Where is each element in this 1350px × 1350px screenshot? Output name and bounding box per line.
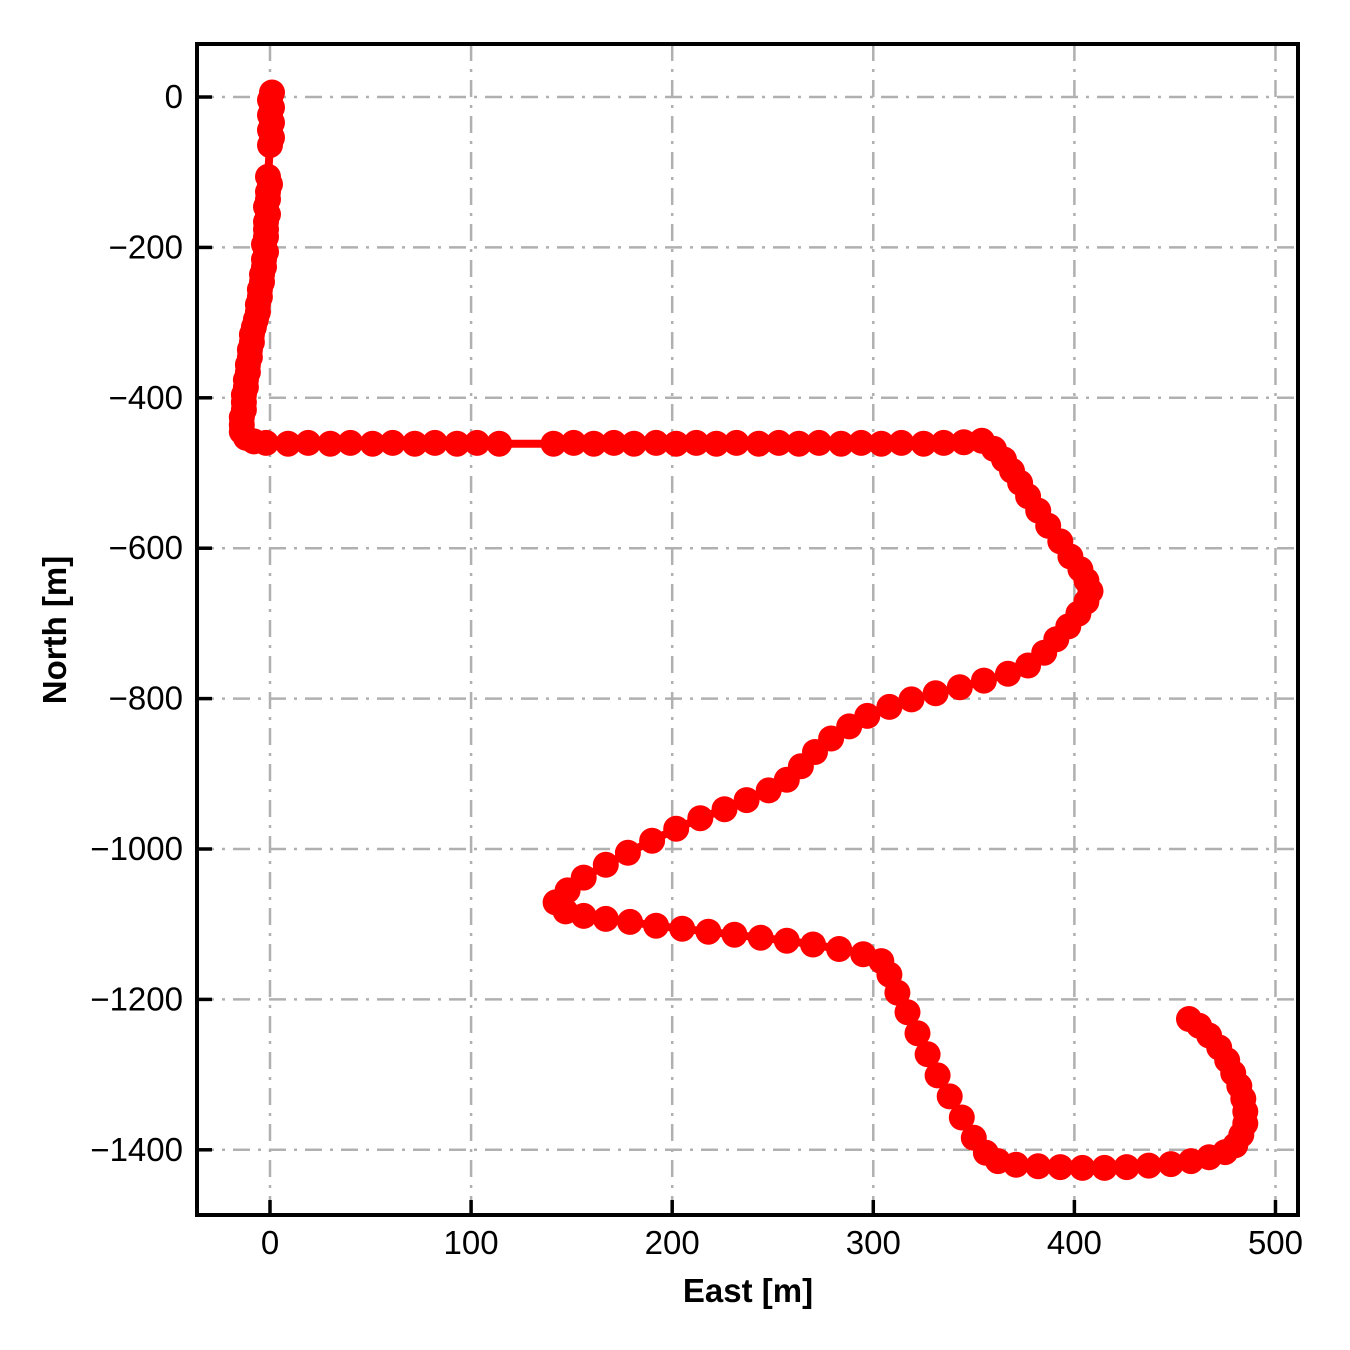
y-tick-label: −1400 <box>90 1131 183 1168</box>
trajectory-point <box>970 667 997 694</box>
trajectory-point <box>614 839 641 866</box>
trajectory-point <box>946 674 973 701</box>
trajectory-point <box>723 429 750 456</box>
trajectory-line <box>237 88 1250 1172</box>
trajectory-point <box>580 430 607 457</box>
x-tick-label: 100 <box>444 1224 499 1261</box>
trajectory-point <box>904 1020 931 1047</box>
trajectory-point <box>1025 1153 1052 1180</box>
y-tick-label: −800 <box>109 680 183 717</box>
trajectory-point <box>995 660 1021 687</box>
trajectory-point <box>848 429 875 456</box>
trajectory-point <box>1015 652 1042 679</box>
trajectory-point <box>1135 1152 1162 1179</box>
trajectory-point <box>948 1104 975 1131</box>
trajectory-point <box>884 979 911 1006</box>
trajectory-point <box>755 777 782 804</box>
y-tick-label: −1000 <box>90 830 183 867</box>
trajectory-point <box>826 936 853 962</box>
y-tick-label: −1200 <box>90 980 183 1017</box>
trajectory-point <box>617 908 643 935</box>
trajectory-point <box>253 429 279 456</box>
trajectory-point <box>1176 1006 1202 1032</box>
trajectory-point <box>773 927 800 954</box>
trajectory-point <box>1091 1154 1118 1181</box>
y-tick-label: −600 <box>109 529 183 566</box>
trajectory-point <box>570 902 597 929</box>
trajectory-point <box>683 429 710 456</box>
trajectory-point <box>1047 1154 1074 1181</box>
trajectory-point <box>924 1062 951 1089</box>
trajectory-point <box>663 430 690 457</box>
trajectory-point <box>421 429 448 456</box>
trajectory-point <box>733 787 760 814</box>
trajectory-point <box>669 915 696 942</box>
tick-marks <box>197 95 1278 1215</box>
grid-lines <box>197 44 1298 1215</box>
trajectory-point <box>1113 1154 1140 1181</box>
trajectory-point <box>868 430 895 457</box>
trajectory-point <box>806 429 832 456</box>
trajectory-point <box>540 430 567 457</box>
trajectory-point <box>663 815 690 842</box>
trajectory-point <box>379 429 406 456</box>
trajectory-point <box>275 430 302 457</box>
trajectory-point <box>703 430 730 457</box>
trajectory-point <box>1069 1154 1096 1181</box>
trajectory-point <box>888 429 915 456</box>
trajectory-point <box>621 430 647 457</box>
trajectory-point <box>800 931 826 958</box>
trajectory-series <box>228 79 1259 1181</box>
trajectory-point <box>600 429 627 456</box>
trajectory-point <box>765 429 792 456</box>
trajectory-point <box>930 429 957 456</box>
x-tick-label: 400 <box>1047 1224 1102 1261</box>
trajectory-point <box>721 921 748 948</box>
trajectory-point <box>695 918 722 945</box>
trajectory-point <box>745 430 772 457</box>
trajectory-point <box>922 680 949 707</box>
x-tick-label: 300 <box>846 1224 901 1261</box>
x-tick-label: 500 <box>1248 1224 1303 1261</box>
trajectory-point <box>257 132 283 159</box>
trajectory-point <box>747 924 774 951</box>
trajectory-point <box>687 805 714 832</box>
trajectory-point <box>486 430 513 457</box>
trajectory-point <box>359 430 386 457</box>
x-tick-label: 200 <box>645 1224 700 1261</box>
trajectory-point <box>592 905 619 932</box>
trajectory-point <box>337 429 364 456</box>
trajectory-point <box>936 1083 963 1110</box>
trajectory-point <box>1003 1151 1030 1178</box>
trajectory-point <box>464 429 491 456</box>
trajectory-point <box>785 430 812 457</box>
trajectory-point <box>639 827 666 854</box>
x-axis-label: East [m] <box>682 1272 814 1309</box>
trajectory-point <box>828 430 855 457</box>
trajectory-point <box>876 693 903 720</box>
trajectory-point <box>401 430 428 457</box>
trajectory-point <box>295 429 322 456</box>
trajectory-point <box>711 796 738 823</box>
trajectory-point <box>898 686 925 713</box>
trajectory-point <box>560 429 587 456</box>
plot-border <box>195 42 1300 1217</box>
y-axis-label: North [m] <box>36 555 73 705</box>
trajectory-point <box>894 999 921 1026</box>
tick-labels: 0 100 200 300 400 500 0 −200 −400 −600 −800 −1000 −1… <box>90 78 1303 1261</box>
trajectory-point <box>317 430 344 457</box>
y-tick-label: −400 <box>109 379 183 416</box>
y-tick-label: −200 <box>109 228 183 265</box>
trajectory-point <box>1157 1151 1184 1178</box>
trajectory-point <box>444 430 470 457</box>
trajectory-point <box>643 429 670 456</box>
trajectory-point <box>592 851 619 878</box>
trajectory-point <box>914 1041 941 1068</box>
x-tick-label: 0 <box>261 1224 279 1261</box>
trajectory-point <box>910 430 937 457</box>
y-tick-label: 0 <box>165 78 183 115</box>
trajectory-point <box>643 912 670 939</box>
